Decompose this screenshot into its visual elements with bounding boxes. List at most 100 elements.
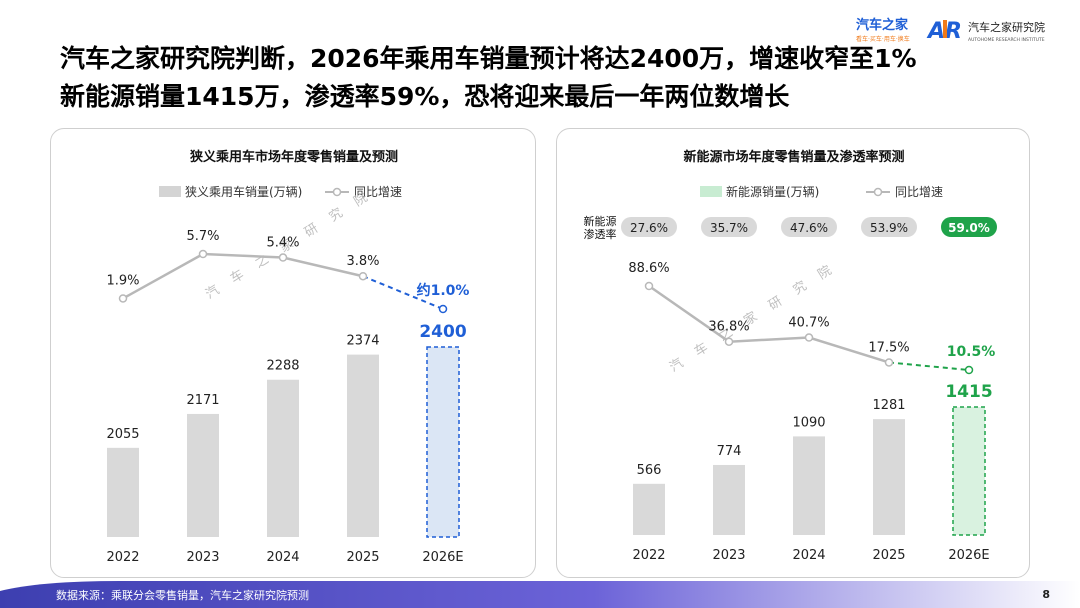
bar-series: 566 774 1090 1281 1415 [633,382,993,536]
growth-point-2023 [198,249,208,259]
growth-label-2025: 17.5% [868,340,909,355]
growth-point-2026E [438,304,448,314]
bar-label-2024: 2288 [266,359,299,374]
growth-line-solid [648,284,890,364]
penetration-pill-2025 [861,217,917,237]
legend-bar-swatch [700,186,722,197]
growth-label-2022: 88.6% [628,261,669,276]
bar-label-2025: 2374 [346,334,379,349]
penetration-pill-2022 [621,217,677,237]
bar-series: 2055 2171 2288 2374 2400 [106,322,467,538]
penetration-row: 新能源渗透率 27.6% 35.7% 47.6% 53.9% 59.0% [584,214,997,241]
growth-point-2025 [358,271,368,281]
growth-label-2026E: 10.5% [947,344,996,360]
x-tick-2024: 2024 [792,548,825,563]
x-tick-2025: 2025 [872,548,905,563]
growth-point-2025 [884,358,894,367]
penetration-pill-2024 [781,217,837,237]
x-tick-2026E: 2026E [948,548,989,563]
bar-label-2022: 566 [637,463,662,478]
logo-institute-sub: AUTOHOME RESEARCH INSTITUTE [968,37,1045,43]
logo-ar-accent [943,20,947,38]
footer-source: 数据来源：乘联分会零售销量，汽车之家研究院预测 [56,589,309,602]
penetration-pill-2023 [701,217,757,237]
legend-bar-label: 狭义乘用车销量(万辆) [185,184,302,199]
growth-line-series: 88.6% 36.8% 40.7% 17.5% 10.5% [628,261,996,375]
bar-label-2023: 2171 [186,393,219,408]
growth-point-2022 [118,294,128,303]
bar-2026E [952,406,986,536]
legend-bar-label: 新能源销量(万辆) [726,184,819,199]
footer-bar [0,581,1080,608]
growth-line-series: 1.9% 5.7% 5.4% 3.8% 约1.0% [106,229,470,314]
legend-line-label: 同比增速 [895,185,943,199]
bar-2026E [426,346,460,538]
page-number: 8 [1042,588,1050,601]
penetration-row-label: 新能源渗透率 [584,214,617,241]
growth-label-2024: 40.7% [788,316,829,331]
bar-label-2023: 774 [717,444,742,459]
bar-2025 [873,419,905,535]
legend-line-marker [332,187,342,197]
growth-line-forecast [362,275,444,310]
bar-2022 [107,447,139,537]
growth-point-2024 [804,333,814,342]
chart-title: 新能源市场年度零售销量及渗透率预测 [683,149,904,165]
x-tick-2023: 2023 [712,548,745,563]
bar-label-2026E: 1415 [945,382,992,402]
logo-autohome-text: 汽车之家 [856,17,909,33]
legend-line-marker [873,187,883,197]
penetration-value-2025: 53.9% [870,221,908,235]
bar-2023 [713,464,745,535]
x-tick-2022: 2022 [106,550,139,565]
logo-institute-text: 汽车之家研究院 [968,20,1045,34]
penetration-value-2023: 35.7% [710,221,748,235]
legend: 狭义乘用车销量(万辆) 同比增速 [159,184,402,199]
x-tick-2022: 2022 [632,548,665,563]
bar-2022 [633,483,665,535]
growth-line-forecast [888,361,970,371]
chart-title: 狭义乘用车市场年度零售销量及预测 [189,149,398,165]
headline: 汽车之家研究院判断，2026年乘用车销量预计将达2400万，增速收窄至1% 新能… [60,40,1040,116]
x-axis: 2022 2023 2024 2025 2026E [632,548,989,563]
penetration-value-2024: 47.6% [790,221,828,235]
x-tick-2026E: 2026E [422,550,463,565]
bar-2025 [347,354,379,537]
growth-label-2022: 1.9% [106,273,139,288]
growth-point-2022 [644,281,654,291]
x-tick-2023: 2023 [186,550,219,565]
bar-2023 [187,413,219,537]
nev-chart-panel: 新能源市场年度零售销量及渗透率预测 新能源销量(万辆) 同比增速汽 车 之 家 研 … [556,128,1030,578]
growth-label-2023: 5.7% [186,229,219,244]
logo-autohome-sub: 看车·买车·用车·换车 [856,35,910,43]
passenger-car-chart-panel: 狭义乘用车市场年度零售销量及预测 狭义乘用车销量(万辆) 同比增速汽 车 之 家 研… [50,128,536,578]
x-tick-2025: 2025 [346,550,379,565]
legend: 新能源销量(万辆) 同比增速 [700,184,943,199]
penetration-pill-2026E [941,217,997,237]
bar-label-2026E: 2400 [419,322,466,342]
growth-point-2026E [964,365,974,375]
growth-label-2024: 5.4% [266,236,299,251]
headline-line-1: 汽车之家研究院判断，2026年乘用车销量预计将达2400万，增速收窄至1% [60,44,917,73]
bar-2024 [267,379,299,537]
bar-label-2022: 2055 [106,427,139,442]
growth-point-2024 [278,253,288,262]
penetration-value-2022: 27.6% [630,221,668,235]
x-tick-2024: 2024 [266,550,299,565]
growth-line-solid [122,252,364,300]
x-axis: 2022 2023 2024 2025 2026E [106,550,463,565]
legend-bar-swatch [159,186,181,197]
growth-label-2025: 3.8% [346,254,379,269]
growth-label-2023: 36.8% [708,320,749,335]
growth-label-2026E: 约1.0% [417,282,470,299]
legend-line-label: 同比增速 [354,185,402,199]
bar-label-2025: 1281 [872,398,905,413]
penetration-value-2026E: 59.0% [948,221,990,235]
bar-label-2024: 1090 [792,415,825,430]
brand-logos-svg: 汽车之家 看车·买车·用车·换车 AR 汽车之家研究院 AUTOHOME RES… [856,17,1045,44]
brand-logos: 汽车之家 看车·买车·用车·换车 AR 汽车之家研究院 AUTOHOME RES… [856,14,1066,46]
headline-line-2: 新能源销量1415万，渗透率59%，恐将迎来最后一年两位数增长 [60,82,790,111]
bar-2024 [793,436,825,535]
